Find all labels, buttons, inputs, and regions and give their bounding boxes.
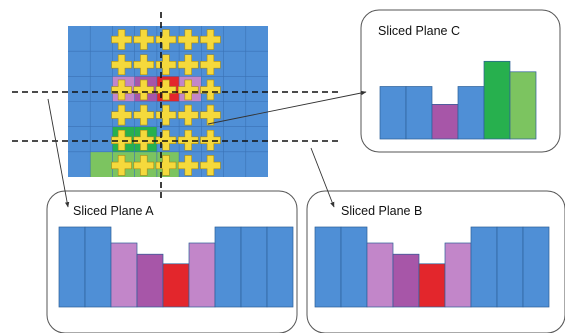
bar-blue bbox=[240, 226, 268, 308]
cross-marker bbox=[200, 155, 221, 176]
cross-marker bbox=[111, 79, 132, 101]
bar-purple bbox=[392, 253, 420, 308]
cross-marker bbox=[155, 155, 177, 176]
bar-red bbox=[162, 263, 190, 308]
cross-marker bbox=[133, 54, 155, 76]
connector-arrow-b bbox=[310, 147, 335, 208]
grid-cell-light-green bbox=[90, 151, 113, 177]
connector-arrow-c bbox=[207, 90, 367, 125]
bar-red bbox=[418, 263, 446, 308]
bar-light-purple bbox=[188, 242, 216, 308]
connector-arrow-a bbox=[47, 98, 70, 208]
bar-light-purple bbox=[444, 242, 472, 308]
cross-marker bbox=[177, 54, 199, 76]
cross-marker bbox=[155, 104, 177, 126]
cross-marker bbox=[155, 79, 177, 101]
cross-marker bbox=[133, 155, 155, 176]
panel-a-bars bbox=[58, 226, 294, 308]
cross-marker bbox=[133, 29, 155, 50]
bar-green bbox=[483, 60, 511, 140]
bar-blue bbox=[470, 226, 498, 308]
panel-b-bars bbox=[314, 226, 550, 308]
bar-blue bbox=[496, 226, 524, 308]
bar-blue bbox=[340, 226, 368, 308]
bar-blue bbox=[84, 226, 112, 308]
cross-marker bbox=[111, 54, 132, 76]
cross-marker bbox=[177, 79, 199, 101]
cross-marker bbox=[177, 104, 199, 126]
cross-marker bbox=[200, 129, 221, 151]
bar-purple bbox=[136, 253, 164, 308]
bar-blue bbox=[266, 226, 294, 308]
cross-marker bbox=[133, 79, 155, 101]
cross-marker bbox=[200, 104, 221, 126]
cross-marker bbox=[111, 129, 132, 151]
bar-light-purple bbox=[366, 242, 394, 308]
bar-blue bbox=[379, 86, 407, 140]
panel-b-label: Sliced Plane B bbox=[341, 204, 422, 218]
bar-blue bbox=[58, 226, 86, 308]
cross-marker bbox=[200, 79, 221, 101]
panel-c-label: Sliced Plane C bbox=[378, 24, 460, 38]
cross-marker bbox=[177, 29, 199, 50]
panel-a-label: Sliced Plane A bbox=[73, 204, 154, 218]
cross-marker bbox=[155, 54, 177, 76]
cross-marker bbox=[155, 29, 177, 50]
cross-markers bbox=[111, 29, 221, 176]
bar-blue bbox=[314, 226, 342, 308]
bar-blue bbox=[214, 226, 242, 308]
panel-c-bars bbox=[379, 60, 537, 140]
cross-marker bbox=[111, 29, 132, 50]
bar-blue bbox=[457, 86, 485, 140]
cross-marker bbox=[200, 54, 221, 76]
bar-light-green bbox=[509, 71, 537, 140]
cross-marker bbox=[133, 104, 155, 126]
bar-blue bbox=[522, 226, 550, 308]
cross-marker bbox=[111, 104, 132, 126]
height-grid bbox=[68, 26, 268, 177]
bar-light-purple bbox=[110, 242, 138, 308]
cross-marker bbox=[177, 129, 199, 151]
cross-marker bbox=[177, 155, 199, 176]
grid-lines bbox=[68, 26, 268, 177]
cross-marker bbox=[111, 155, 132, 176]
cross-marker bbox=[200, 29, 221, 50]
bar-purple bbox=[431, 103, 459, 140]
bar-blue bbox=[405, 86, 433, 140]
